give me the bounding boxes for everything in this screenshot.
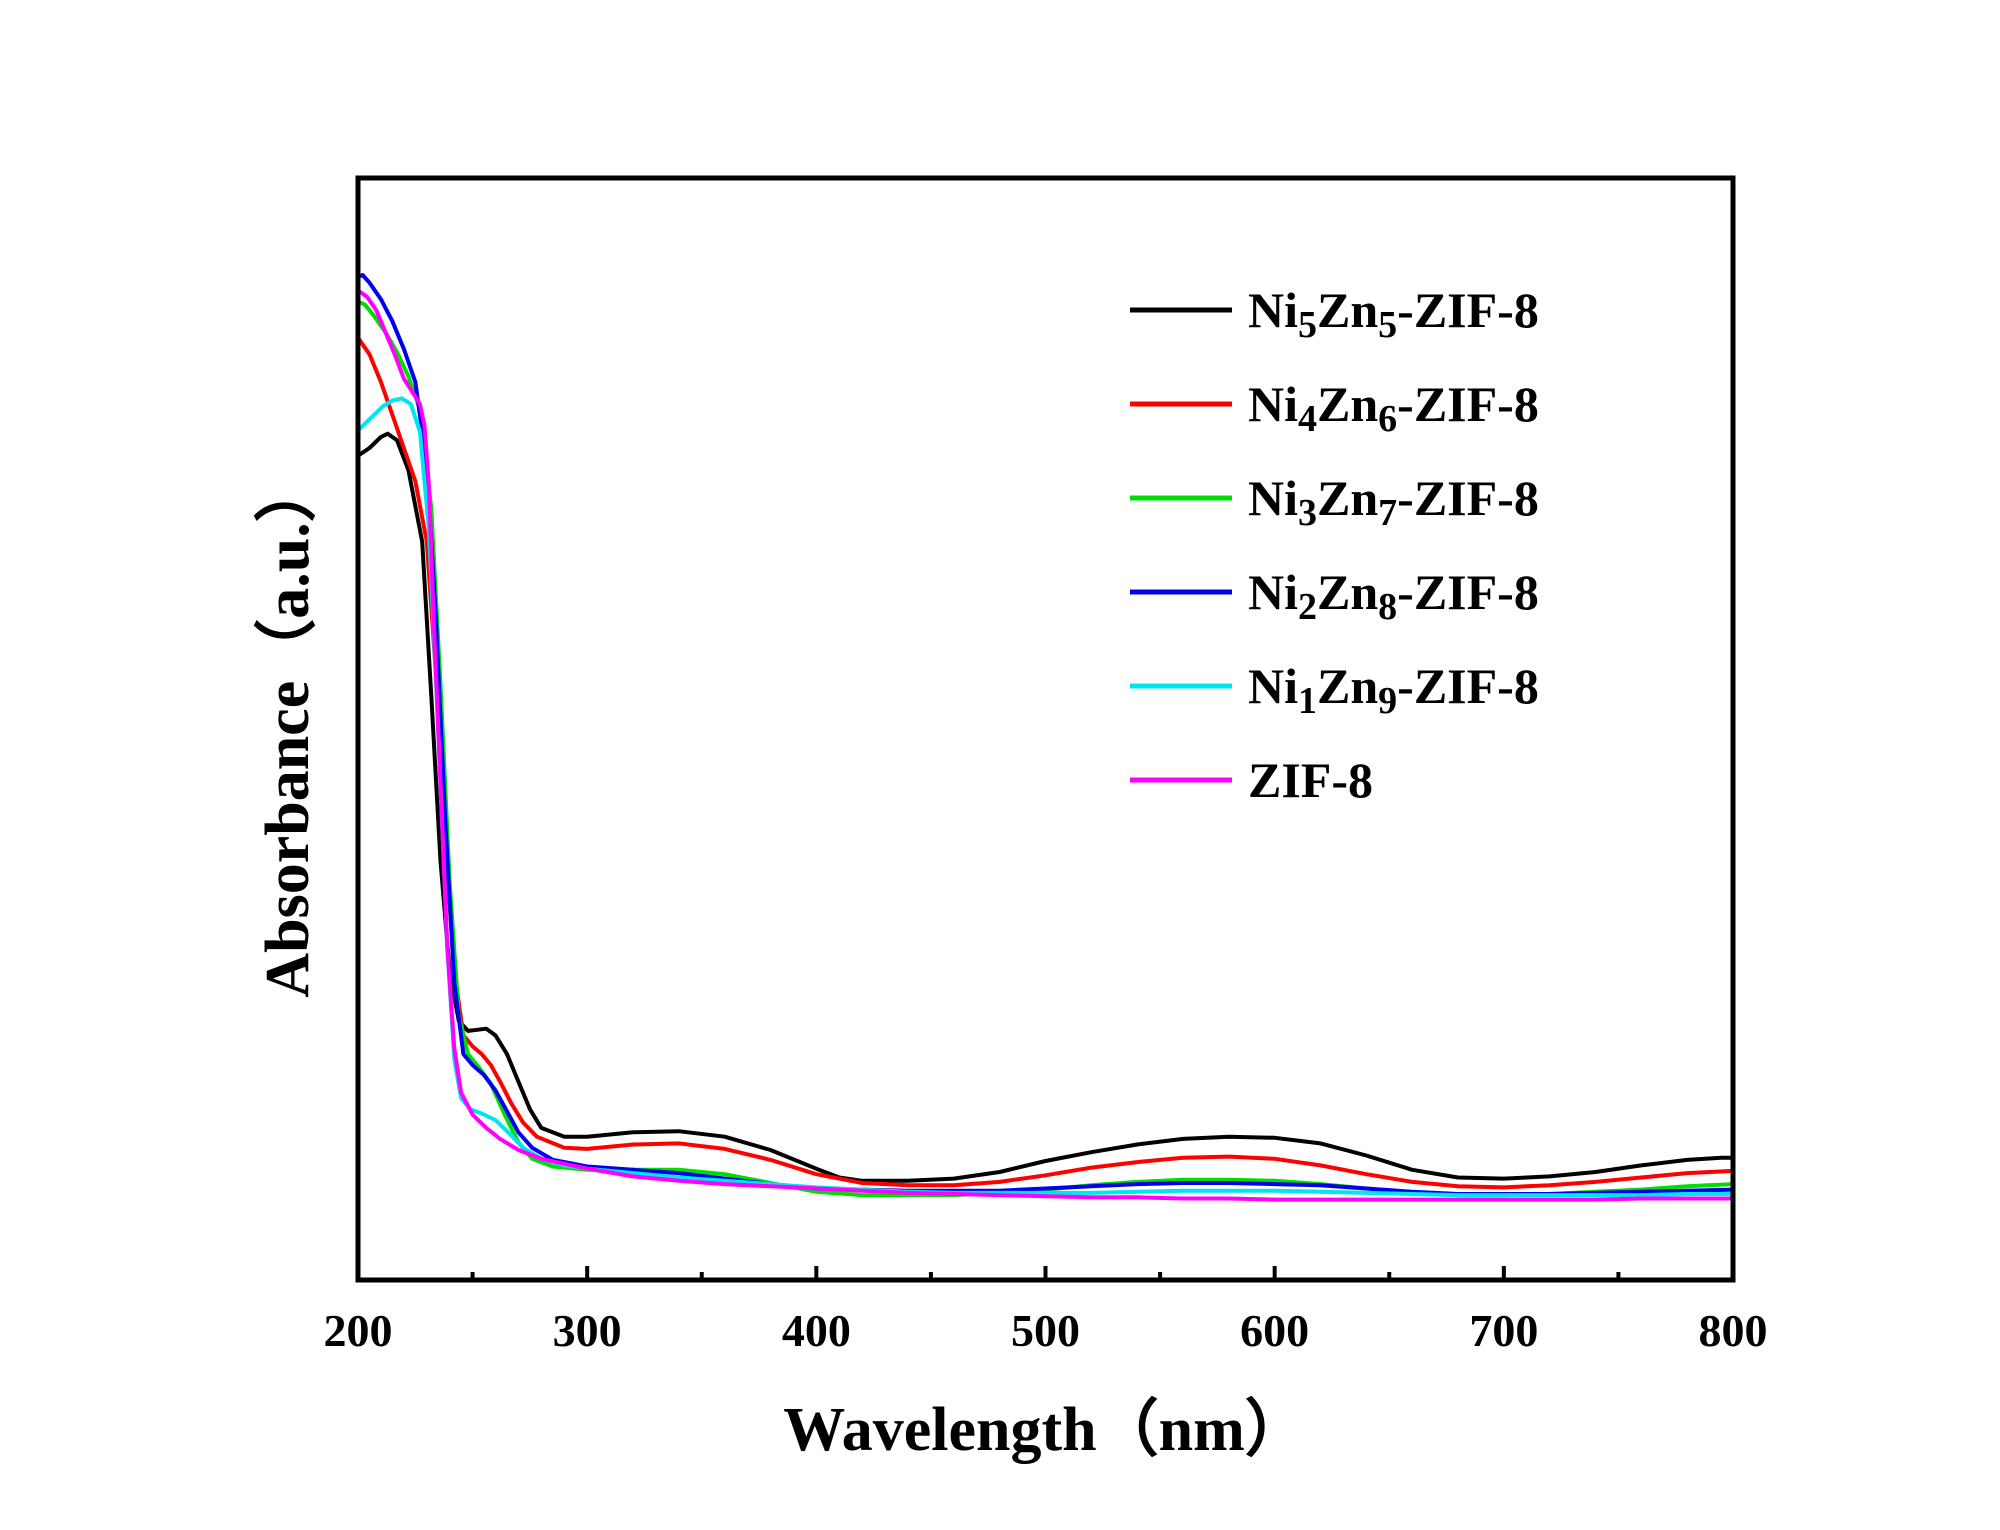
legend-text: -ZIF-8 xyxy=(1397,564,1539,620)
legend-subscript: 5 xyxy=(1378,304,1397,346)
y-axis-title: Absorbance（a.u.） xyxy=(252,460,322,997)
legend-label-2: Ni4Zn6-ZIF-8 xyxy=(1248,376,1539,440)
legend-text: Zn xyxy=(1317,376,1378,432)
legend-subscript: 4 xyxy=(1298,398,1317,440)
legend-subscript: 5 xyxy=(1298,304,1317,346)
legend-label-5: Ni1Zn9-ZIF-8 xyxy=(1248,658,1539,722)
legend-subscript: 7 xyxy=(1378,492,1397,534)
series-line-3 xyxy=(357,299,1734,1198)
series-line-6 xyxy=(356,288,1733,1202)
x-tick-label: 200 xyxy=(324,1305,393,1356)
legend-text: Ni xyxy=(1248,658,1298,714)
legend-text: -ZIF-8 xyxy=(1397,658,1539,714)
x-tick-label: 700 xyxy=(1469,1305,1538,1356)
legend-label-3: Ni3Zn7-ZIF-8 xyxy=(1248,470,1539,534)
legend-label-6: ZIF-8 xyxy=(1248,752,1373,808)
legend-label-4: Ni2Zn8-ZIF-8 xyxy=(1248,564,1539,628)
legend-subscript: 6 xyxy=(1378,398,1397,440)
legend: Ni5Zn5-ZIF-8Ni4Zn6-ZIF-8Ni3Zn7-ZIF-8Ni2Z… xyxy=(1130,282,1539,808)
legend-subscript: 9 xyxy=(1378,680,1397,722)
x-tick-label: 600 xyxy=(1240,1305,1309,1356)
x-tick-label: 800 xyxy=(1699,1305,1768,1356)
x-axis-title: Wavelength（nm） xyxy=(783,1394,1307,1464)
plot-frame xyxy=(355,175,1736,1283)
legend-label-1: Ni5Zn5-ZIF-8 xyxy=(1248,282,1539,346)
x-tick-label: 300 xyxy=(553,1305,622,1356)
legend-subscript: 3 xyxy=(1298,492,1317,534)
plot-area xyxy=(356,273,1734,1202)
legend-subscript: 8 xyxy=(1378,586,1397,628)
series-line-5 xyxy=(356,396,1733,1198)
legend-text: Ni xyxy=(1248,470,1298,526)
legend-text: -ZIF-8 xyxy=(1397,470,1539,526)
legend-subscript: 2 xyxy=(1298,586,1317,628)
series-line-2 xyxy=(356,336,1734,1190)
legend-text: Zn xyxy=(1317,564,1378,620)
legend-text: ZIF-8 xyxy=(1248,752,1373,808)
legend-text: -ZIF-8 xyxy=(1397,376,1539,432)
legend-text: Zn xyxy=(1317,282,1378,338)
legend-text: Ni xyxy=(1248,376,1298,432)
legend-text: Ni xyxy=(1248,564,1298,620)
legend-subscript: 1 xyxy=(1298,680,1317,722)
x-axis: 200 300 400 500 600 700 800 xyxy=(324,1266,1768,1356)
legend-text: Ni xyxy=(1248,282,1298,338)
legend-text: -ZIF-8 xyxy=(1397,282,1539,338)
legend-text: Zn xyxy=(1317,470,1378,526)
x-tick-label: 400 xyxy=(782,1305,851,1356)
legend-text: Zn xyxy=(1317,658,1378,714)
x-tick-label: 500 xyxy=(1011,1305,1080,1356)
series-line-1 xyxy=(356,431,1733,1183)
